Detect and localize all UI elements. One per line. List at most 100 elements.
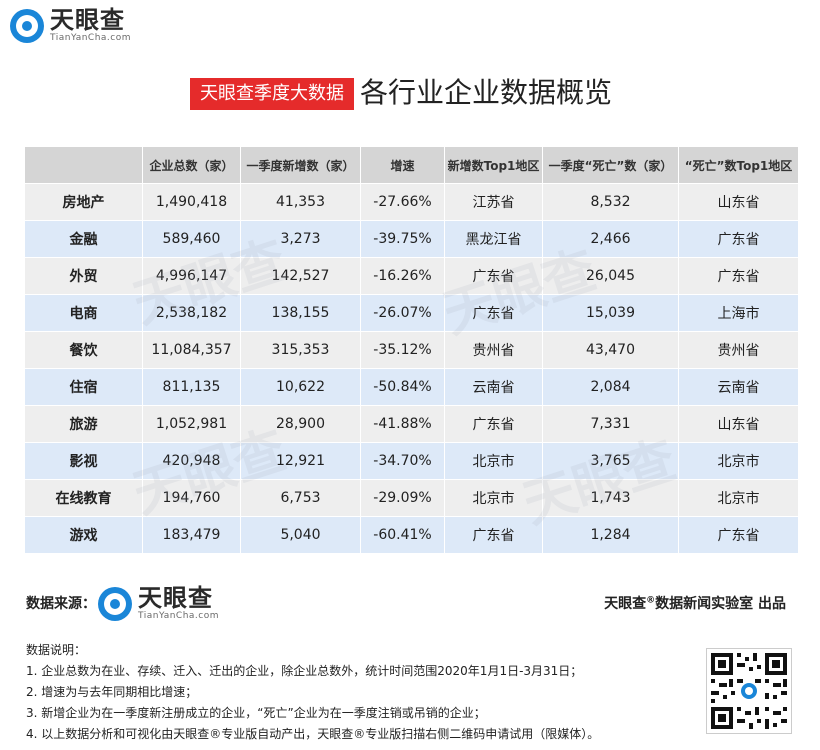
table-cell: 江苏省 — [444, 183, 543, 221]
table-header-cell: “死亡”数Top1地区 — [678, 146, 799, 184]
data-source: 数据来源： — [26, 593, 96, 613]
table-cell: -27.66% — [360, 183, 445, 221]
industry-name-cell: 旅游 — [24, 405, 143, 443]
table-cell: 广东省 — [678, 220, 799, 258]
table-cell: 云南省 — [444, 368, 543, 406]
table-cell: 41,353 — [240, 183, 361, 221]
table-cell: 广东省 — [444, 516, 543, 554]
table-cell: 1,743 — [542, 479, 679, 517]
credit-text: 天眼查®数据新闻实验室 出品 — [604, 593, 786, 613]
table-cell: 6,753 — [240, 479, 361, 517]
table-cell: 5,040 — [240, 516, 361, 554]
table-cell: 3,273 — [240, 220, 361, 258]
table-cell: 山东省 — [678, 405, 799, 443]
credit-lab: 数据新闻实验室 出品 — [655, 596, 786, 612]
industry-name-cell: 金融 — [24, 220, 143, 258]
table-cell: 广东省 — [678, 516, 799, 554]
industry-data-table: 企业总数（家） 一季度新增数（家） 增速 新增数Top1地区 一季度“死亡”数（… — [24, 146, 799, 554]
table-cell: 315,353 — [240, 331, 361, 369]
tianyancha-logo-icon — [10, 8, 44, 43]
table-cell: -26.07% — [360, 294, 445, 332]
table-row: 餐饮 11,084,357 315,353 -35.12% 贵州省 43,470 贵州省 — [24, 331, 799, 369]
table-header-cell: 一季度新增数（家） — [240, 146, 361, 184]
industry-name-cell: 在线教育 — [24, 479, 143, 517]
table-cell: 4,996,147 — [142, 257, 241, 295]
table-cell: -34.70% — [360, 442, 445, 480]
table-cell: 11,084,357 — [142, 331, 241, 369]
brand-domain: TianYanCha.com — [50, 33, 132, 43]
table-header-cell — [24, 146, 143, 184]
table-cell: 142,527 — [240, 257, 361, 295]
table-cell: 北京市 — [444, 442, 543, 480]
note-item: 2. 增速为与去年同期相比增速； — [26, 685, 198, 699]
table-header-cell: 新增数Top1地区 — [444, 146, 543, 184]
notes-heading: 数据说明： — [26, 643, 87, 657]
table-cell: 黑龙江省 — [444, 220, 543, 258]
table-cell: 2,538,182 — [142, 294, 241, 332]
table-cell: 420,948 — [142, 442, 241, 480]
table-cell: -50.84% — [360, 368, 445, 406]
table-cell: 贵州省 — [444, 331, 543, 369]
table-cell: 广东省 — [678, 257, 799, 295]
table-row: 电商 2,538,182 138,155 -26.07% 广东省 15,039 上海市 — [24, 294, 799, 332]
table-cell: 138,155 — [240, 294, 361, 332]
brand-logo: 天眼查 TianYanCha.com — [10, 8, 131, 43]
table-cell: 1,490,418 — [142, 183, 241, 221]
source-logo: 天眼查 TianYanCha.com — [98, 586, 219, 621]
table-cell: -29.09% — [360, 479, 445, 517]
table-cell: 811,135 — [142, 368, 241, 406]
table-cell: 194,760 — [142, 479, 241, 517]
table-row: 旅游 1,052,981 28,900 -41.88% 广东省 7,331 山东省 — [24, 405, 799, 443]
page-title: 各行业企业数据概览 — [360, 76, 613, 109]
data-notes: 数据说明： 1. 企业总数为在业、存续、迁入、迁出的企业，除企业总数外，统计时间… — [26, 640, 686, 745]
registered-mark: ® — [646, 595, 656, 606]
note-item: 1. 企业总数为在业、存续、迁入、迁出的企业，除企业总数外，统计时间范围2020… — [26, 664, 583, 678]
table-cell: 183,479 — [142, 516, 241, 554]
table-cell: 广东省 — [444, 405, 543, 443]
industry-name-cell: 影视 — [24, 442, 143, 480]
industry-name-cell: 游戏 — [24, 516, 143, 554]
table-cell: 2,466 — [542, 220, 679, 258]
table-cell: 广东省 — [444, 294, 543, 332]
note-item: 4. 以上数据分析和可视化由天眼查®专业版自动产出，天眼查®专业版扫描右侧二维码… — [26, 727, 600, 741]
tianyancha-logo-icon — [98, 586, 132, 621]
table-cell: 北京市 — [444, 479, 543, 517]
table-cell: 26,045 — [542, 257, 679, 295]
table-cell: 贵州省 — [678, 331, 799, 369]
table-cell: 3,765 — [542, 442, 679, 480]
table-cell: -16.26% — [360, 257, 445, 295]
table-cell: 28,900 — [240, 405, 361, 443]
table-cell: 山东省 — [678, 183, 799, 221]
table-cell: -41.88% — [360, 405, 445, 443]
table-cell: 43,470 — [542, 331, 679, 369]
table-row: 影视 420,948 12,921 -34.70% 北京市 3,765 北京市 — [24, 442, 799, 480]
table-header-cell: 企业总数（家） — [142, 146, 241, 184]
table-cell: 12,921 — [240, 442, 361, 480]
table-cell: -35.12% — [360, 331, 445, 369]
table-header-row: 企业总数（家） 一季度新增数（家） 增速 新增数Top1地区 一季度“死亡”数（… — [24, 146, 799, 184]
table-cell: 8,532 — [542, 183, 679, 221]
brand-name: 天眼查 — [138, 584, 213, 612]
table-cell: 1,052,981 — [142, 405, 241, 443]
table-cell: 上海市 — [678, 294, 799, 332]
table-cell: 15,039 — [542, 294, 679, 332]
table-row: 房地产 1,490,418 41,353 -27.66% 江苏省 8,532 山东省 — [24, 183, 799, 221]
table-cell: 7,331 — [542, 405, 679, 443]
note-item: 3. 新增企业为在一季度新注册成立的企业，“死亡”企业为在一季度注销或吊销的企业… — [26, 706, 486, 720]
brand-domain: TianYanCha.com — [138, 611, 220, 621]
table-row: 金融 589,460 3,273 -39.75% 黑龙江省 2,466 广东省 — [24, 220, 799, 258]
table-cell: 云南省 — [678, 368, 799, 406]
qr-code-icon — [707, 649, 791, 733]
table-cell: -39.75% — [360, 220, 445, 258]
table-cell: 2,084 — [542, 368, 679, 406]
table-cell: 北京市 — [678, 479, 799, 517]
table-cell: 10,622 — [240, 368, 361, 406]
table-row: 外贸 4,996,147 142,527 -16.26% 广东省 26,045 广东省 — [24, 257, 799, 295]
table-cell: -60.41% — [360, 516, 445, 554]
table-cell: 北京市 — [678, 442, 799, 480]
table-cell: 1,284 — [542, 516, 679, 554]
qr-code[interactable] — [706, 648, 792, 734]
table-row: 游戏 183,479 5,040 -60.41% 广东省 1,284 广东省 — [24, 516, 799, 554]
brand-name: 天眼查 — [50, 6, 125, 34]
table-cell: 589,460 — [142, 220, 241, 258]
